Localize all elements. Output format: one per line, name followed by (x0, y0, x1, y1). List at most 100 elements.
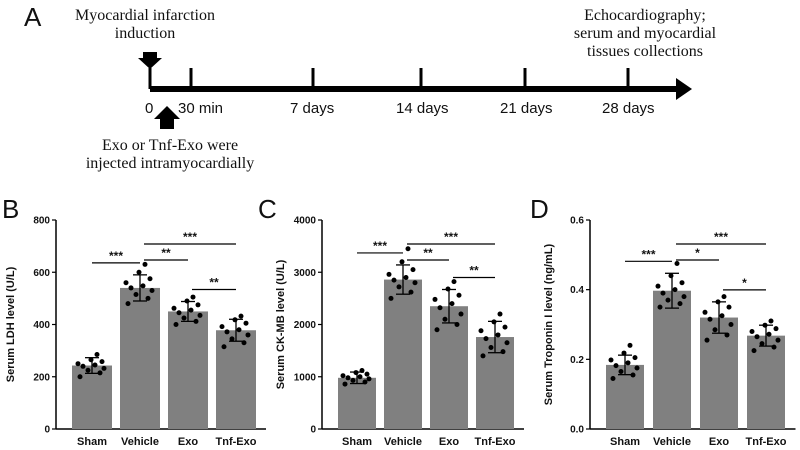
data-point (677, 301, 683, 307)
timeline-label-0: 0 (145, 100, 153, 117)
data-point (133, 291, 139, 297)
data-point (495, 332, 501, 338)
data-point (762, 322, 768, 328)
data-point (681, 294, 687, 300)
timeline-label-21days: 21 days (500, 100, 553, 117)
data-point (480, 353, 486, 359)
data-point (190, 294, 196, 300)
data-point (451, 279, 457, 285)
bar (700, 317, 738, 429)
y-tick-label: 0 (310, 425, 316, 436)
data-point (456, 292, 462, 298)
data-point (221, 344, 227, 350)
chart-ldh: B Serum LDH level (U/L) 0 200 400 600 800 Sham V… (2, 194, 266, 448)
y-tick-label: 0.2 (570, 355, 584, 366)
injection-label: Exo or Tnf-Exo were injected intramyocar… (70, 137, 270, 173)
significance-label: *** (444, 230, 458, 244)
data-point (504, 340, 510, 346)
category-label: Exo (178, 436, 198, 448)
data-point (454, 322, 460, 327)
data-point (176, 310, 182, 316)
data-point (94, 352, 100, 358)
category-label: Tnf-Exo (216, 436, 257, 448)
data-point (773, 326, 779, 332)
y-axis-label: Serum CK-MB level (U/L) (275, 259, 287, 389)
data-point (88, 357, 94, 363)
data-point (364, 371, 370, 377)
significance-label: ** (161, 246, 171, 260)
data-point (719, 313, 725, 319)
data-point (238, 313, 244, 319)
data-point (497, 311, 503, 317)
data-point (657, 304, 663, 310)
data-point (715, 299, 721, 305)
data-point (660, 290, 666, 296)
data-point (707, 316, 713, 322)
y-tick-label: 1000 (294, 372, 317, 383)
data-point (724, 332, 730, 338)
data-point (627, 342, 633, 348)
data-point (655, 283, 661, 289)
data-point (754, 334, 760, 340)
data-point (458, 311, 464, 317)
data-point (672, 287, 678, 293)
data-point (759, 341, 765, 347)
data-point (195, 302, 201, 308)
data-point (232, 317, 238, 323)
data-point (679, 280, 685, 286)
data-point (140, 283, 146, 289)
y-axis-label: Serum Troponin I level (ng/mL) (543, 243, 555, 405)
category-label: Sham (77, 436, 107, 448)
significance-label: *** (183, 230, 197, 244)
data-point (193, 318, 199, 324)
data-point (768, 318, 774, 324)
significance-label: *** (109, 249, 123, 263)
data-point (608, 357, 614, 363)
category-label: Sham (342, 436, 372, 448)
data-point (99, 359, 105, 365)
data-point (488, 344, 494, 350)
data-point (445, 286, 451, 292)
category-label: Exo (709, 436, 729, 448)
data-point (75, 361, 81, 367)
data-point (85, 367, 91, 373)
significance-label: * (695, 246, 700, 260)
y-tick-label: 400 (33, 320, 50, 331)
data-point (702, 309, 708, 315)
data-point (101, 365, 107, 371)
data-point (442, 316, 448, 322)
data-point (123, 280, 129, 286)
y-tick-label: 0 (44, 425, 50, 436)
data-point (632, 355, 638, 361)
data-point (432, 296, 438, 302)
data-point (704, 337, 710, 343)
data-point (625, 360, 631, 366)
data-point (399, 259, 405, 265)
significance-label: *** (714, 230, 728, 244)
data-point (775, 337, 781, 343)
data-point (359, 367, 365, 373)
mi-label-line2: induction (114, 25, 176, 42)
data-point (502, 324, 508, 330)
data-point (357, 374, 363, 380)
significance-label: *** (641, 247, 655, 261)
panel-letter: D (530, 194, 549, 224)
data-point (80, 363, 86, 369)
data-point (386, 271, 392, 277)
chart-ckmb: C Serum CK-MB level (U/L) 0 1000 2000 3000 400… (258, 194, 524, 448)
data-point (128, 285, 134, 291)
data-point (224, 329, 230, 335)
data-point (721, 294, 727, 300)
bar (430, 306, 468, 429)
category-label: Tnf-Exo (746, 436, 787, 448)
echo-label: Echocardiography; serum and myocardial t… (545, 7, 745, 61)
data-point (391, 277, 397, 283)
data-point (353, 370, 359, 376)
timeline-label-30min: 30 min (178, 100, 223, 117)
data-point (173, 322, 179, 327)
data-point (171, 305, 177, 311)
data-point (712, 327, 718, 333)
data-point (243, 320, 249, 326)
